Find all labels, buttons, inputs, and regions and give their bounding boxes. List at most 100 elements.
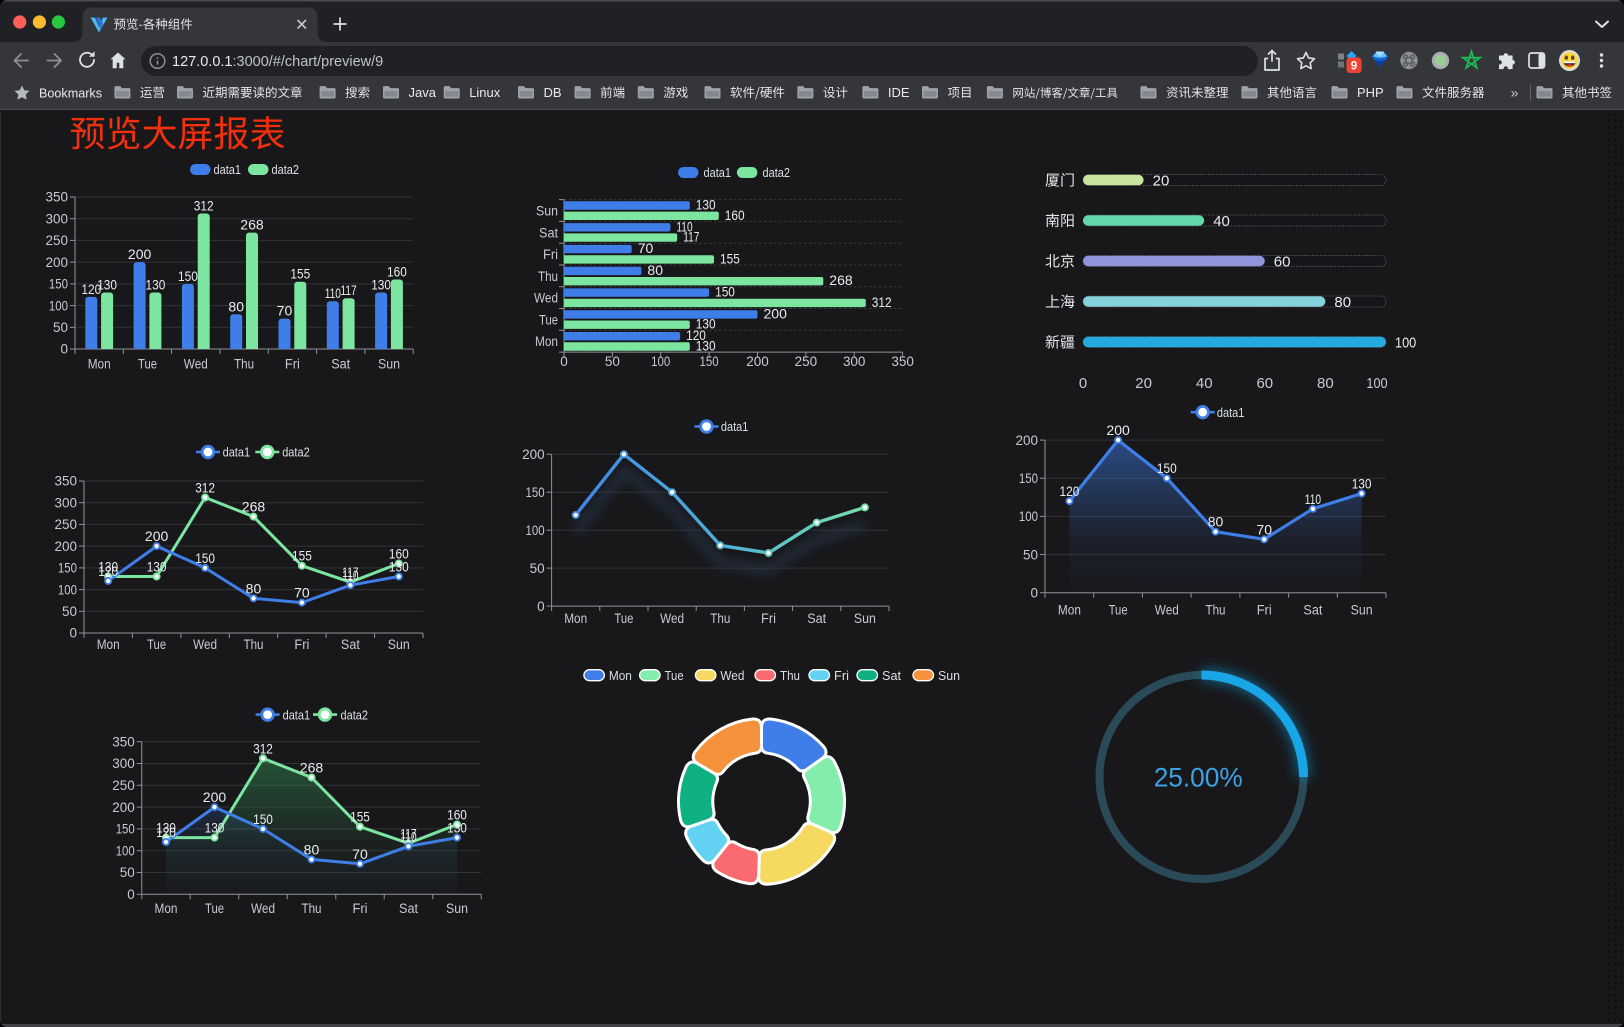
svg-text:268: 268 <box>242 499 266 515</box>
svg-text:100: 100 <box>116 843 135 858</box>
svg-text:120: 120 <box>1060 483 1080 499</box>
svg-text:Sun: Sun <box>1351 603 1373 618</box>
svg-text:160: 160 <box>387 264 407 280</box>
svg-text:Tue: Tue <box>147 637 166 652</box>
svg-text:100: 100 <box>49 298 68 313</box>
svg-text:312: 312 <box>253 740 273 756</box>
svg-text:Fri: Fri <box>294 637 309 652</box>
svg-text:160: 160 <box>725 207 745 223</box>
svg-text:117: 117 <box>683 229 699 245</box>
svg-text:100: 100 <box>1366 375 1387 392</box>
svg-text:Fri: Fri <box>543 247 558 262</box>
svg-text:70: 70 <box>638 240 654 256</box>
svg-text:Sat: Sat <box>807 611 826 626</box>
svg-text:150: 150 <box>116 822 135 837</box>
svg-text:data1: data1 <box>1217 405 1245 420</box>
svg-text:120: 120 <box>81 281 101 297</box>
svg-text:300: 300 <box>843 354 866 369</box>
svg-text:0: 0 <box>61 342 69 357</box>
svg-text:155: 155 <box>292 548 312 564</box>
svg-text:0: 0 <box>537 599 545 614</box>
svg-text:150: 150 <box>700 354 719 369</box>
svg-text:200: 200 <box>145 528 169 544</box>
svg-text:Sat: Sat <box>539 225 558 240</box>
svg-text:Mon: Mon <box>609 668 632 683</box>
svg-text:312: 312 <box>194 198 214 214</box>
svg-text:150: 150 <box>526 485 545 500</box>
svg-text:100: 100 <box>526 523 545 538</box>
svg-text:Fri: Fri <box>285 357 300 372</box>
svg-text:Wed: Wed <box>720 668 744 683</box>
svg-text:155: 155 <box>350 809 370 825</box>
svg-text:130: 130 <box>371 277 391 293</box>
svg-text:200: 200 <box>1016 433 1039 448</box>
svg-text:130: 130 <box>98 559 118 575</box>
svg-text:Sat: Sat <box>331 357 350 372</box>
svg-text:Bookmarks: Bookmarks <box>39 86 102 101</box>
svg-text:IDE: IDE <box>888 85 910 100</box>
svg-text:130: 130 <box>156 820 176 836</box>
svg-text:80: 80 <box>246 580 262 596</box>
svg-text:80: 80 <box>1208 514 1224 530</box>
svg-text:data2: data2 <box>763 165 791 180</box>
svg-text:Tue: Tue <box>205 901 224 916</box>
svg-text:350: 350 <box>891 354 914 369</box>
svg-text:100: 100 <box>1019 509 1038 524</box>
svg-text:40: 40 <box>1213 213 1230 230</box>
svg-text:130: 130 <box>147 559 167 575</box>
svg-text:50: 50 <box>62 604 77 619</box>
svg-text:PHP: PHP <box>1357 85 1384 100</box>
svg-text:Linux: Linux <box>469 85 501 100</box>
svg-text:200: 200 <box>112 800 135 815</box>
svg-text:200: 200 <box>46 255 69 270</box>
svg-text:250: 250 <box>795 354 818 369</box>
svg-text:Fri: Fri <box>761 611 776 626</box>
svg-text:Java: Java <box>409 85 437 100</box>
svg-text:0: 0 <box>1079 375 1087 392</box>
svg-text:Sun: Sun <box>446 901 468 916</box>
svg-text:200: 200 <box>764 305 788 321</box>
svg-text:Sun: Sun <box>536 204 558 219</box>
svg-text:250: 250 <box>46 233 69 248</box>
svg-text:0: 0 <box>127 887 135 902</box>
svg-text:150: 150 <box>1019 471 1038 486</box>
svg-text:300: 300 <box>112 756 135 771</box>
svg-text:Sat: Sat <box>882 668 901 683</box>
svg-text:150: 150 <box>1157 460 1177 476</box>
svg-text:Mon: Mon <box>88 357 111 372</box>
svg-text:80: 80 <box>1317 375 1334 392</box>
svg-text:130: 130 <box>97 277 117 293</box>
svg-text:117: 117 <box>341 282 357 298</box>
svg-text:Tue: Tue <box>1109 603 1128 618</box>
svg-text:130: 130 <box>389 559 409 575</box>
svg-text:130: 130 <box>696 338 716 354</box>
svg-text:80: 80 <box>647 262 663 278</box>
svg-text:Fri: Fri <box>834 668 849 683</box>
svg-text:Sun: Sun <box>938 668 960 683</box>
svg-text:130: 130 <box>696 197 716 213</box>
svg-text:50: 50 <box>120 865 135 880</box>
svg-text:Mon: Mon <box>564 611 587 626</box>
svg-text:150: 150 <box>178 268 198 284</box>
svg-text:200: 200 <box>128 246 152 262</box>
svg-text:Thu: Thu <box>234 357 254 372</box>
svg-text:Wed: Wed <box>251 901 275 916</box>
svg-text:250: 250 <box>55 517 78 532</box>
svg-text:Wed: Wed <box>534 291 558 306</box>
svg-text:350: 350 <box>55 474 78 489</box>
svg-text:50: 50 <box>1023 547 1038 562</box>
svg-text:Wed: Wed <box>184 357 208 372</box>
svg-text:0: 0 <box>560 354 568 369</box>
svg-text:70: 70 <box>294 585 310 601</box>
svg-text:Tue: Tue <box>539 312 558 327</box>
svg-text:data2: data2 <box>282 445 310 460</box>
svg-text:data1: data1 <box>721 419 749 434</box>
svg-text:200: 200 <box>55 539 78 554</box>
svg-text:350: 350 <box>112 734 135 749</box>
svg-text:Thu: Thu <box>538 269 558 284</box>
svg-text:40: 40 <box>1196 375 1213 392</box>
svg-text:70: 70 <box>1256 521 1272 537</box>
svg-text:data2: data2 <box>272 162 300 177</box>
svg-text:80: 80 <box>1334 294 1351 311</box>
svg-text:Thu: Thu <box>710 611 730 626</box>
